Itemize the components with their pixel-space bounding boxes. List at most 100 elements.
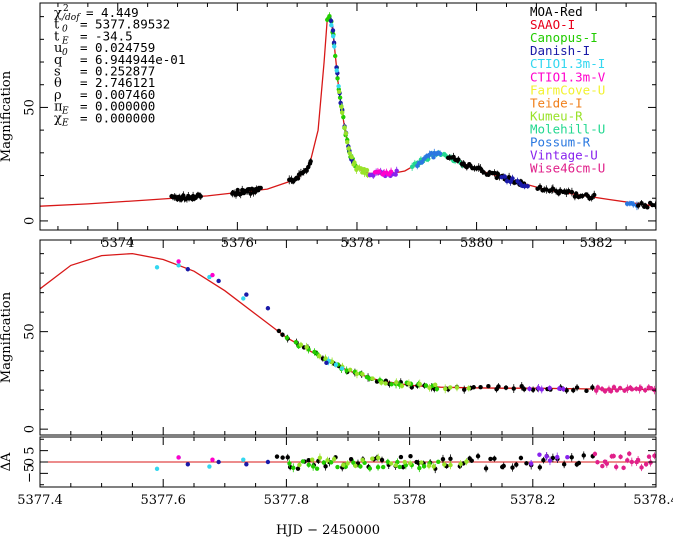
param-value: = 2.746121 — [80, 75, 155, 90]
data-point-kumeu-r — [370, 456, 375, 461]
data-point-moa-red — [198, 192, 203, 200]
data-point-danish-i — [265, 459, 271, 465]
data-point-canopus-i — [367, 465, 373, 472]
middle-panel-frame — [39, 239, 657, 436]
data-point-ctio1-3m-i — [339, 366, 345, 371]
data-point-moa-red — [550, 184, 556, 193]
data-point-kumeu-r — [431, 462, 436, 471]
data-point-ctio1-3m-i — [332, 42, 337, 51]
data-point-kumeu-r — [347, 149, 352, 157]
data-point-kumeu-r — [310, 457, 315, 462]
data-point-possum-r — [419, 159, 425, 165]
legend-entry: Vintage-U — [530, 148, 598, 163]
legend-entry: MOA-Red — [530, 4, 583, 19]
x-tick-label: 5380 — [460, 236, 493, 251]
param-sub: E — [61, 36, 69, 46]
data-point-kumeu-r — [426, 462, 432, 470]
data-point-molehill-u — [409, 162, 415, 171]
data-point-moa-red — [462, 385, 467, 394]
data-point-moa-red — [564, 387, 569, 394]
data-point-ctio1-3m-i — [330, 34, 336, 39]
data-point-canopus-i — [389, 381, 394, 387]
data-point-wise46cm-u — [629, 387, 635, 392]
data-point-danish-i — [504, 177, 510, 185]
data-points-layer — [154, 12, 656, 474]
data-point-moa-red — [519, 382, 524, 391]
x-tick-label: 5377.6 — [140, 493, 186, 508]
x-tick-label: 5378.2 — [510, 493, 556, 508]
data-point-kumeu-r — [364, 167, 370, 173]
data-point-wise46cm-u — [627, 451, 632, 457]
data-point-vintage-u — [555, 452, 560, 462]
data-point-kumeu-r — [339, 103, 344, 111]
data-point-kumeu-r — [406, 379, 412, 388]
data-point-moa-red — [511, 384, 516, 393]
param-name: ρ — [54, 88, 62, 103]
data-point-kumeu-r — [304, 342, 309, 352]
param-row: π E = 0.000000 — [54, 99, 155, 117]
data-point-kumeu-r — [370, 376, 375, 381]
param-value: = 0.000000 — [80, 99, 155, 114]
data-point-ctio1-3m-v — [176, 259, 181, 264]
data-point-vintage-u — [557, 386, 562, 391]
data-point-wise46cm-u — [625, 457, 630, 464]
param-row: ρ = 0.007460 — [54, 87, 155, 103]
data-point-canopus-i — [314, 466, 320, 471]
data-point-ctio1-3m-i — [333, 361, 339, 368]
param-row: t E = -34.5 — [54, 28, 133, 46]
data-point-canopus-i — [380, 464, 386, 470]
data-point-wise46cm-u — [617, 385, 623, 391]
param-value: = 0.024759 — [80, 40, 155, 55]
data-point-wise46cm-u — [643, 461, 649, 467]
y-axis-label: Magnification — [0, 70, 14, 162]
data-point-canopus-i — [358, 464, 363, 469]
data-point-kumeu-r — [399, 383, 405, 389]
param-value: = 5377.89532 — [80, 17, 170, 32]
data-point-moa-red — [469, 458, 474, 463]
data-point-kumeu-r — [466, 385, 471, 392]
y-tick-label: 50 — [23, 323, 38, 340]
param-sub: 0 — [62, 48, 68, 58]
param-value: = 0.252877 — [80, 64, 155, 79]
data-point-moa-red — [503, 385, 509, 391]
data-point-canopus-i — [434, 386, 440, 392]
data-point-kumeu-r — [317, 352, 322, 360]
data-point-moa-red — [589, 194, 594, 202]
data-point-moa-red — [398, 454, 404, 460]
data-point-kumeu-r — [433, 382, 438, 388]
data-point-wise46cm-u — [613, 463, 619, 471]
data-point-canopus-i — [367, 375, 372, 382]
data-point-kumeu-r — [443, 384, 448, 394]
data-point-wise46cm-u — [592, 451, 598, 457]
param-sub: E — [61, 118, 69, 128]
data-point-moa-red — [561, 460, 567, 469]
data-point-wise46cm-u — [611, 384, 617, 390]
data-point-danish-i — [510, 174, 515, 183]
param-row: θ = 2.746121 — [54, 75, 155, 91]
data-point-wise46cm-u — [604, 459, 610, 468]
y-tick-label: 0 — [23, 425, 38, 433]
data-point-kumeu-r — [341, 462, 346, 468]
data-point-kumeu-r — [325, 456, 330, 464]
data-point-wise46cm-u — [602, 388, 608, 395]
data-point-moa-red — [501, 462, 506, 470]
param-name: χ — [54, 111, 62, 126]
data-point-kumeu-r — [297, 462, 302, 468]
data-point-vintage-u — [537, 452, 542, 457]
data-point-moa-red — [569, 453, 574, 462]
data-point-canopus-i — [300, 459, 306, 464]
data-point-moa-red — [492, 455, 497, 462]
y-tick-label: 50 — [23, 99, 38, 116]
data-point-wise46cm-u — [600, 463, 605, 469]
legend-entry: Molehill-U — [530, 121, 605, 136]
data-point-kumeu-r — [353, 463, 358, 469]
data-point-vintage-u — [536, 383, 541, 393]
data-point-kumeu-r — [388, 461, 394, 466]
data-point-kumeu-r — [346, 145, 351, 152]
data-point-wise46cm-u — [648, 458, 653, 467]
data-point-wise46cm-u — [599, 386, 605, 392]
param-name: t — [54, 29, 60, 44]
data-point-vintage-u — [565, 454, 570, 460]
param-value: = 6.944944e-01 — [80, 52, 185, 67]
